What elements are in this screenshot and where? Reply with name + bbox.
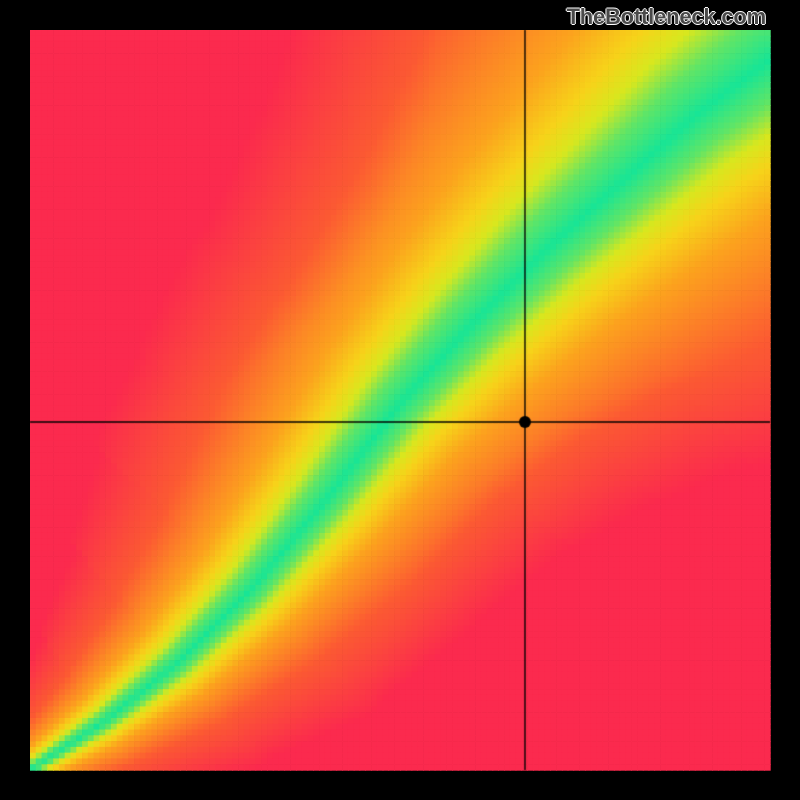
overlay-canvas xyxy=(0,0,800,800)
watermark-label: TheBottleneck.com xyxy=(566,4,766,30)
chart-container: TheBottleneck.com xyxy=(0,0,800,800)
